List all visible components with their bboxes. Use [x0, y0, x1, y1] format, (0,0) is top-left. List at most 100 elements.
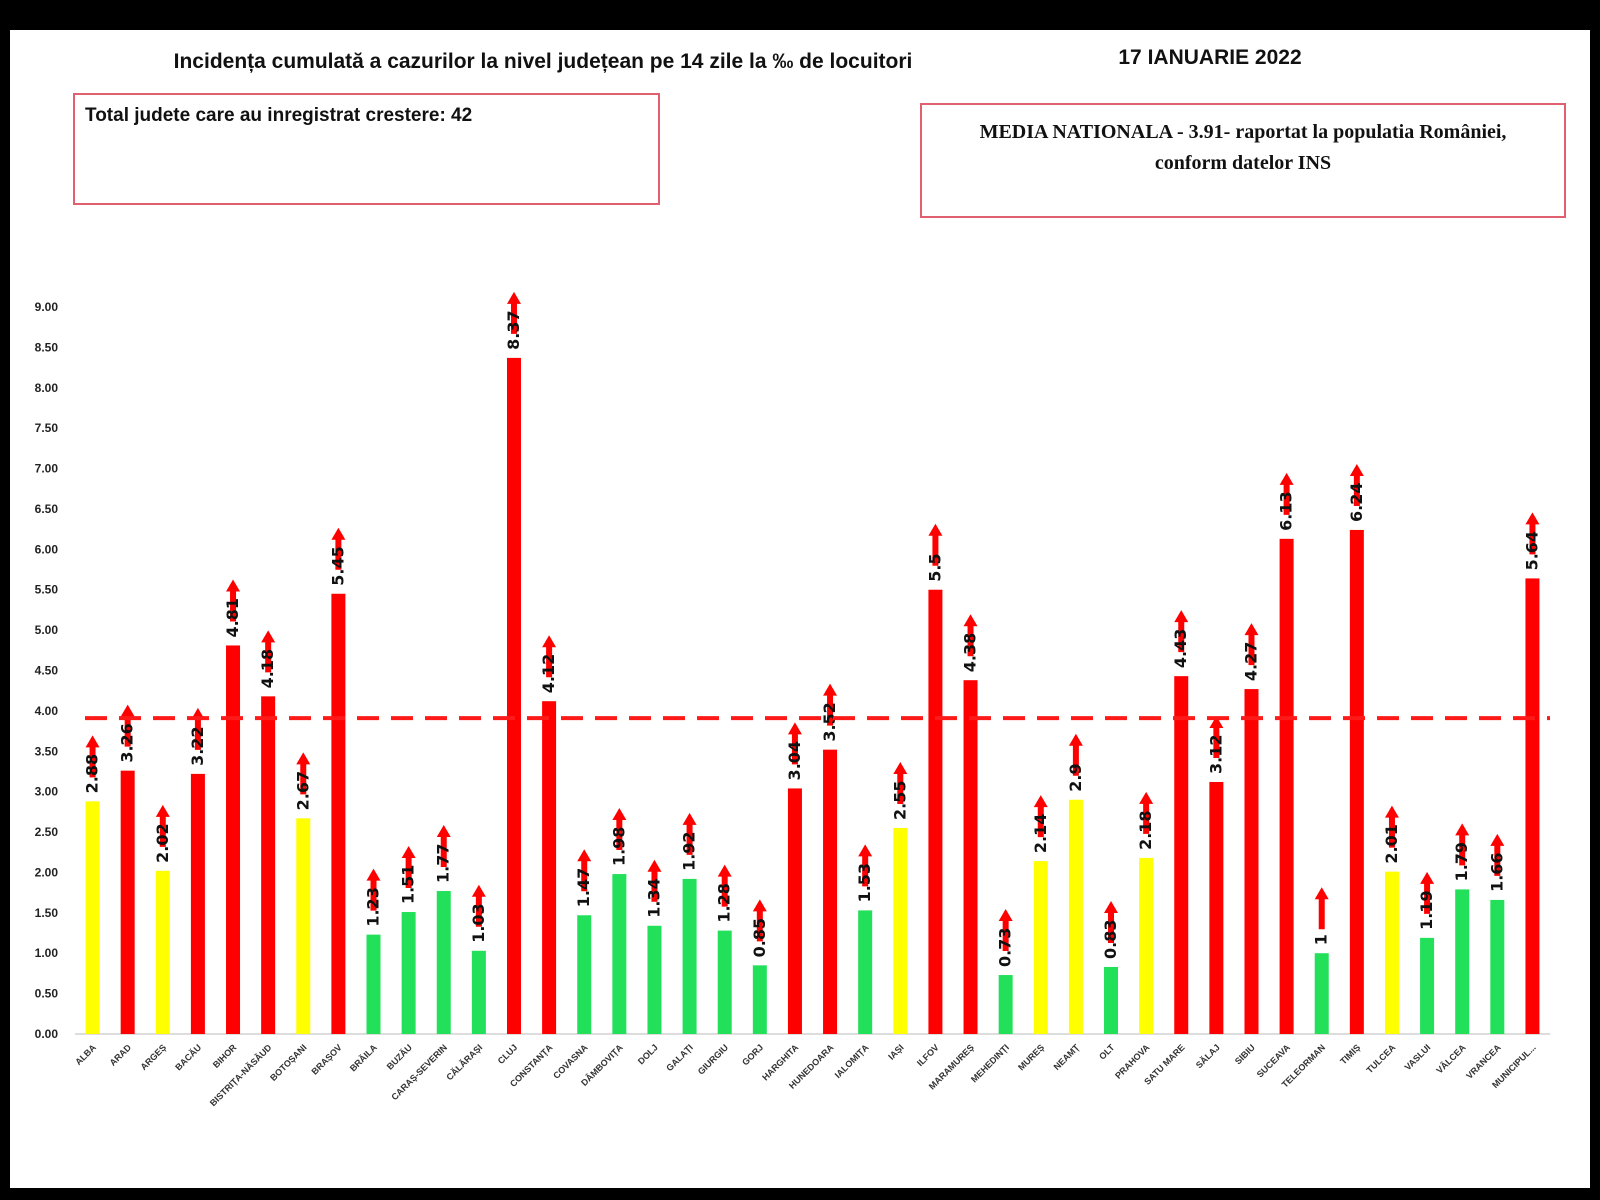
bar — [261, 696, 276, 1034]
bar — [1455, 889, 1470, 1034]
bar-value-label: 2.14 — [1031, 814, 1050, 853]
increase-arrow-head — [1279, 472, 1294, 485]
increase-arrow-head — [928, 523, 943, 536]
x-category-label: ARGEȘ — [139, 1042, 169, 1072]
bar — [717, 930, 732, 1034]
bar-value-label: 4.27 — [1241, 642, 1260, 681]
bar-value-label: 4.38 — [961, 633, 980, 672]
x-category-label: IAȘI — [886, 1042, 905, 1061]
increase-arrow-head — [1384, 805, 1399, 818]
bar-value-label: 3.12 — [1206, 734, 1225, 773]
bar-value-label: 4.81 — [223, 598, 242, 637]
bar — [647, 925, 662, 1034]
bar-value-label: 3.26 — [118, 723, 137, 762]
national-average-box: MEDIA NATIONALA - 3.91- raportat la popu… — [920, 103, 1566, 218]
bar — [190, 773, 205, 1034]
y-tick-label: 1.00 — [35, 946, 59, 960]
increase-arrow-head — [120, 704, 135, 717]
bar-value-label: 2.18 — [1136, 810, 1155, 849]
increase-arrow-head — [331, 527, 346, 540]
bar — [893, 828, 908, 1034]
x-category-label: BACĂU — [173, 1042, 203, 1072]
x-category-label: GIURGIU — [696, 1042, 730, 1076]
x-category-label: ARAD — [108, 1042, 134, 1068]
increase-arrow-head — [963, 614, 978, 627]
y-tick-label: 2.00 — [35, 865, 59, 879]
bar-value-label: 2.01 — [1382, 824, 1401, 863]
increase-arrow-head — [1490, 833, 1505, 846]
increase-arrow-head — [1420, 871, 1435, 884]
x-category-label: OLT — [1097, 1042, 1117, 1062]
y-tick-label: 4.50 — [35, 664, 59, 678]
increase-arrow-head — [1455, 823, 1470, 836]
x-category-label: ALBA — [73, 1042, 98, 1067]
increase-arrow-head — [1525, 512, 1540, 525]
chart-title: Incidența cumulată a cazurilor la nivel … — [173, 50, 913, 73]
bar — [1174, 676, 1189, 1034]
increase-arrow-head — [401, 846, 416, 859]
increase-arrow-head — [1349, 463, 1364, 476]
x-category-label: BRĂILA — [348, 1042, 379, 1073]
bar-value-label: 1.47 — [574, 868, 593, 907]
increase-arrow-head — [1209, 715, 1224, 728]
bar-value-label: 5.5 — [925, 553, 944, 581]
bar-value-label: 1.28 — [715, 883, 734, 922]
increase-arrow-head — [155, 804, 170, 817]
x-category-label: SIBIU — [1233, 1042, 1257, 1066]
bar — [1279, 538, 1294, 1034]
bar — [682, 878, 697, 1034]
x-category-label: GALAȚI — [664, 1042, 695, 1073]
x-category-label: MEHEDINȚI — [969, 1042, 1011, 1084]
bar-value-label: 3.22 — [188, 726, 207, 765]
bar-value-label: 1.53 — [855, 863, 874, 902]
bar — [436, 891, 451, 1034]
bar — [577, 915, 592, 1034]
bar — [823, 749, 838, 1034]
y-tick-label: 2.50 — [35, 825, 59, 839]
bar-value-label: 5.45 — [328, 546, 347, 585]
bar-value-label: 0.73 — [996, 928, 1015, 967]
total-increase-box: Total judete care au inregistrat crester… — [73, 93, 660, 205]
increase-arrow-head — [647, 859, 662, 872]
y-tick-label: 7.00 — [35, 462, 59, 476]
bar — [1139, 857, 1154, 1034]
bar-value-label: 0.83 — [1101, 919, 1120, 958]
bar-value-label: 1 — [1312, 934, 1331, 945]
x-category-label: SUCEAVA — [1255, 1042, 1293, 1080]
bar-value-label: 4.12 — [539, 654, 558, 693]
increase-arrow-head — [1068, 733, 1083, 746]
y-tick-label: 5.00 — [35, 623, 59, 637]
bar — [1209, 781, 1224, 1034]
x-category-label: BISTRIȚA-NĂSĂUD — [208, 1042, 274, 1108]
bar — [963, 680, 978, 1034]
increase-arrow-head — [1314, 887, 1329, 900]
bar — [998, 975, 1013, 1034]
x-category-label: CLUJ — [496, 1042, 520, 1066]
bar — [612, 874, 627, 1034]
x-category-label: CĂLĂRAȘI — [444, 1042, 484, 1082]
bar — [1068, 799, 1083, 1034]
bar — [366, 934, 381, 1034]
bar — [858, 910, 873, 1034]
x-category-label: DOLJ — [636, 1042, 660, 1066]
x-category-label: BOTOȘANI — [268, 1042, 309, 1083]
increase-arrow-head — [85, 735, 100, 748]
increase-arrow-head — [577, 849, 592, 862]
bar-value-label: 6.24 — [1347, 482, 1366, 521]
increase-arrow-head — [787, 722, 802, 735]
bar-value-label: 4.43 — [1171, 629, 1190, 668]
x-category-label: BUZĂU — [385, 1042, 414, 1071]
y-tick-label: 6.50 — [35, 502, 59, 516]
y-tick-label: 7.50 — [35, 421, 59, 435]
bar-value-label: 3.04 — [785, 741, 804, 780]
bar — [1314, 953, 1329, 1034]
bar-value-label: 2.9 — [1066, 763, 1085, 791]
bar-value-label: 3.52 — [820, 702, 839, 741]
increase-arrow-head — [261, 630, 276, 643]
y-tick-label: 5.50 — [35, 583, 59, 597]
x-category-label: ILFOV — [915, 1042, 941, 1068]
x-category-label: VASLUI — [1403, 1042, 1433, 1072]
bar-value-label: 1.77 — [434, 844, 453, 883]
y-tick-label: 6.00 — [35, 542, 59, 556]
